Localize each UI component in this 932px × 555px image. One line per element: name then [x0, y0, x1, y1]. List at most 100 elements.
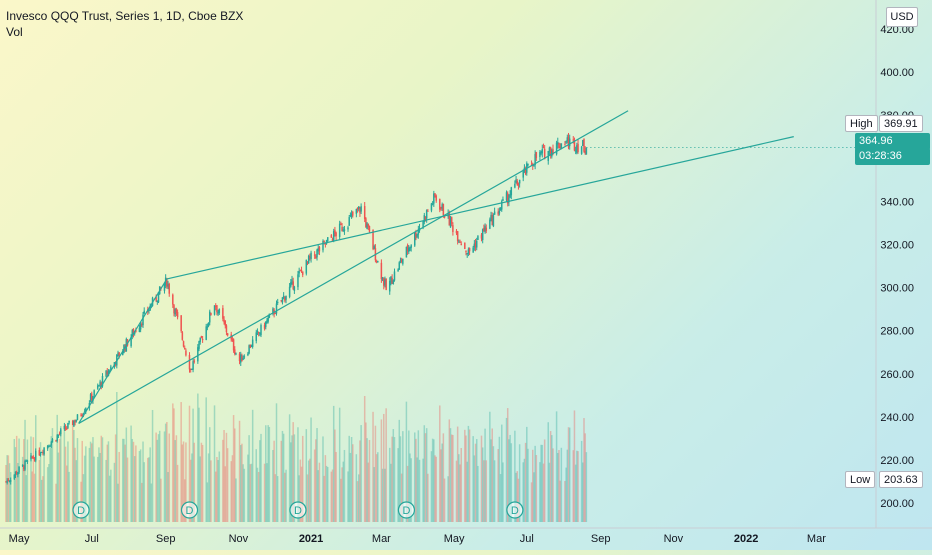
- candle-body: [243, 356, 246, 358]
- volume-bar: [443, 478, 446, 522]
- candle-body: [366, 223, 368, 230]
- volume-bar: [133, 456, 136, 522]
- volume-bar: [331, 469, 334, 522]
- volume-bar: [492, 446, 495, 522]
- candle-body: [85, 408, 87, 412]
- candle-body: [251, 339, 254, 347]
- volume-bar: [318, 462, 321, 522]
- candle-body: [480, 234, 483, 239]
- volume-bar: [182, 441, 185, 522]
- candle-body: [342, 229, 344, 231]
- candle-body: [443, 216, 446, 218]
- candle-body: [439, 199, 441, 210]
- volume-bar: [122, 438, 124, 522]
- candle-body: [307, 255, 310, 264]
- candle-body: [435, 195, 437, 201]
- candle-body: [50, 441, 52, 446]
- volume-bar: [516, 471, 519, 522]
- volume-bar: [352, 444, 354, 522]
- volume-bar: [357, 474, 360, 522]
- volume-bar: [7, 455, 10, 522]
- currency-selector[interactable]: USD: [886, 7, 918, 27]
- legend-volume-label: Vol: [6, 25, 23, 39]
- volume-bar: [232, 415, 235, 522]
- candle-body: [107, 370, 110, 376]
- volume-bar: [543, 439, 546, 522]
- candle-body: [541, 149, 544, 154]
- volume-bar: [172, 403, 174, 522]
- volume-bar: [26, 439, 29, 522]
- candle-body: [424, 216, 427, 220]
- volume-bar: [300, 466, 303, 522]
- candle-body: [189, 368, 192, 370]
- volume-bar: [149, 447, 151, 522]
- candle-body: [172, 294, 174, 305]
- volume-bar: [330, 471, 333, 522]
- candle-body: [176, 312, 179, 318]
- candle-body: [501, 201, 503, 210]
- volume-bar: [532, 449, 534, 522]
- volume-bar: [316, 428, 318, 522]
- candle-body: [327, 237, 329, 242]
- volume-bar: [188, 405, 191, 522]
- volume-bar: [458, 454, 460, 522]
- candle-body: [458, 241, 460, 243]
- volume-bar: [514, 430, 516, 522]
- volume-bar: [359, 440, 361, 522]
- time-tick-label: Jul: [85, 533, 99, 545]
- candle-body: [539, 151, 541, 158]
- candle-body: [481, 229, 484, 240]
- candle-body: [268, 313, 271, 318]
- volume-bar: [280, 440, 283, 522]
- candle-body: [182, 341, 185, 347]
- volume-bar: [347, 471, 349, 522]
- candle-body: [100, 382, 103, 387]
- volume-bar: [506, 408, 509, 522]
- candle-body: [473, 243, 476, 248]
- candle-body: [149, 305, 151, 311]
- volume-bar: [493, 460, 496, 522]
- volume-bar: [464, 429, 466, 522]
- volume-bar: [205, 397, 207, 522]
- volume-bar: [491, 428, 493, 522]
- candle-body: [363, 206, 366, 219]
- volume-bar: [422, 458, 424, 522]
- volume-bar: [409, 453, 411, 522]
- candle-body: [139, 323, 142, 330]
- volume-bar: [405, 401, 408, 522]
- volume-bar: [497, 449, 499, 522]
- volume-bar: [481, 447, 484, 522]
- candle-body: [26, 460, 29, 462]
- candle-body: [282, 295, 285, 299]
- volume-bar: [210, 460, 212, 522]
- candle-body: [559, 146, 561, 149]
- candle-body: [15, 471, 18, 475]
- dividend-marker: [72, 501, 90, 519]
- volume-bar: [30, 436, 32, 522]
- volume-bar: [398, 419, 401, 522]
- candle-body: [309, 256, 311, 258]
- candle-body: [415, 232, 417, 239]
- candle-body: [143, 310, 145, 314]
- volume-bar: [98, 447, 100, 522]
- candle-body: [484, 226, 486, 233]
- dividend-marker-label: D: [511, 505, 519, 517]
- volume-bar: [218, 451, 221, 522]
- candle-body: [343, 229, 346, 231]
- candle-body: [442, 203, 445, 216]
- candle-body: [118, 352, 120, 357]
- candle-body: [240, 354, 242, 363]
- volume-bar: [522, 462, 524, 522]
- volume-bar: [564, 480, 566, 522]
- candle-body: [383, 278, 385, 286]
- candle-body: [577, 143, 579, 152]
- volume-bar: [309, 458, 311, 522]
- volume-bar: [290, 442, 292, 522]
- volume-bar: [489, 411, 491, 522]
- candle-body: [514, 183, 516, 188]
- volume-bar: [240, 445, 242, 522]
- volume-bar: [380, 419, 383, 522]
- volume-bar: [155, 432, 157, 522]
